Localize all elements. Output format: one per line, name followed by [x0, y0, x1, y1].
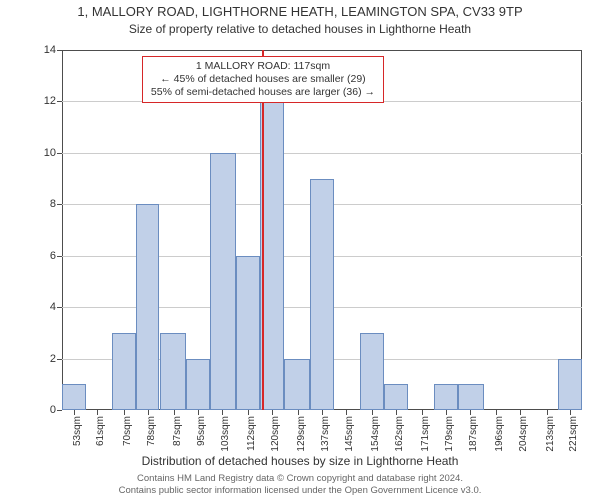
histogram-bar	[186, 359, 210, 410]
x-tick-mark	[74, 410, 75, 415]
x-tick-mark	[248, 410, 249, 415]
x-tick-mark	[198, 410, 199, 415]
histogram-bar	[236, 256, 260, 410]
y-tick-label: 8	[50, 198, 62, 210]
footer-line-2: Contains public sector information licen…	[0, 485, 600, 497]
x-tick-label: 78sqm	[146, 416, 157, 446]
annotation-line-1: 1 MALLORY ROAD: 117sqm	[151, 60, 375, 73]
highlight-marker-line	[262, 50, 264, 410]
x-tick-label: 61sqm	[95, 416, 106, 446]
x-tick-mark	[422, 410, 423, 415]
x-tick-label: 171sqm	[420, 416, 431, 452]
histogram-bar	[136, 204, 160, 410]
x-tick-mark	[97, 410, 98, 415]
x-tick-mark	[520, 410, 521, 415]
y-tick-label: 10	[44, 147, 62, 159]
y-tick-label: 2	[50, 353, 62, 365]
histogram-bar	[360, 333, 384, 410]
x-tick-mark	[496, 410, 497, 415]
x-tick-label: 162sqm	[394, 416, 405, 452]
plot-area: 0246810121453sqm61sqm70sqm78sqm87sqm95sq…	[62, 50, 582, 410]
x-tick-label: 221sqm	[568, 416, 579, 452]
x-tick-mark	[222, 410, 223, 415]
x-tick-label: 129sqm	[296, 416, 307, 452]
x-tick-label: 95sqm	[196, 416, 207, 446]
histogram-bar	[284, 359, 311, 410]
footer-line-1: Contains HM Land Registry data © Crown c…	[0, 473, 600, 485]
histogram-bar	[210, 153, 237, 410]
x-tick-label: 120sqm	[270, 416, 281, 452]
x-tick-label: 53sqm	[72, 416, 83, 446]
x-tick-mark	[446, 410, 447, 415]
chart-title-main: 1, MALLORY ROAD, LIGHTHORNE HEATH, LEAMI…	[0, 4, 600, 19]
annotation-line-3: 55% of semi-detached houses are larger (…	[151, 86, 375, 99]
histogram-bar	[558, 359, 582, 410]
histogram-bar	[112, 333, 136, 410]
x-tick-label: 196sqm	[494, 416, 505, 452]
x-tick-label: 87sqm	[172, 416, 183, 446]
y-tick-label: 0	[50, 404, 62, 416]
histogram-bar	[434, 384, 458, 410]
histogram-bar	[310, 179, 334, 410]
histogram-bar	[384, 384, 408, 410]
x-tick-mark	[470, 410, 471, 415]
x-tick-mark	[322, 410, 323, 415]
x-tick-mark	[174, 410, 175, 415]
x-tick-mark	[346, 410, 347, 415]
y-tick-label: 4	[50, 301, 62, 313]
x-tick-mark	[148, 410, 149, 415]
x-tick-label: 187sqm	[468, 416, 479, 452]
annotation-line-2: ← 45% of detached houses are smaller (29…	[151, 73, 375, 86]
x-tick-mark	[570, 410, 571, 415]
y-tick-label: 6	[50, 250, 62, 262]
histogram-bar	[62, 384, 86, 410]
x-tick-label: 213sqm	[545, 416, 556, 452]
annotation-box: 1 MALLORY ROAD: 117sqm← 45% of detached …	[142, 56, 384, 103]
x-tick-label: 154sqm	[370, 416, 381, 452]
chart-title-sub: Size of property relative to detached ho…	[0, 22, 600, 36]
x-tick-mark	[298, 410, 299, 415]
x-axis-label: Distribution of detached houses by size …	[0, 454, 600, 468]
x-tick-label: 112sqm	[246, 416, 257, 451]
y-tick-label: 12	[44, 95, 62, 107]
histogram-bar	[160, 333, 187, 410]
property-size-chart: 1, MALLORY ROAD, LIGHTHORNE HEATH, LEAMI…	[0, 0, 600, 500]
x-tick-label: 204sqm	[518, 416, 529, 452]
x-tick-mark	[272, 410, 273, 415]
gridline-h	[62, 153, 582, 154]
x-tick-label: 70sqm	[122, 416, 133, 446]
x-tick-label: 137sqm	[320, 416, 331, 452]
x-tick-mark	[372, 410, 373, 415]
chart-footer: Contains HM Land Registry data © Crown c…	[0, 473, 600, 497]
x-tick-label: 145sqm	[344, 416, 355, 452]
x-tick-label: 179sqm	[444, 416, 455, 452]
y-tick-label: 14	[44, 44, 62, 56]
histogram-bar	[458, 384, 485, 410]
x-tick-mark	[396, 410, 397, 415]
x-tick-label: 103sqm	[220, 416, 231, 452]
x-tick-mark	[547, 410, 548, 415]
x-tick-mark	[124, 410, 125, 415]
